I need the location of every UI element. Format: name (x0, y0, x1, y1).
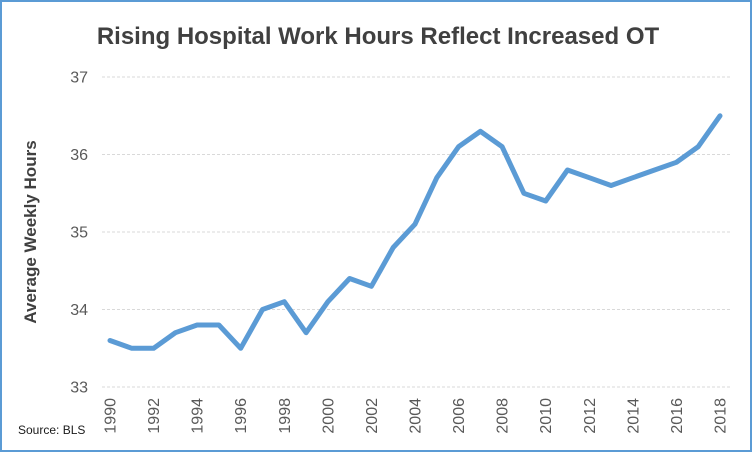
x-tick-label: 1992 (146, 398, 163, 434)
x-tick-label: 2014 (625, 398, 642, 434)
y-tick-label: 35 (70, 225, 88, 242)
x-tick-label: 1996 (233, 398, 250, 434)
x-tick-label: 2006 (451, 398, 468, 434)
y-axis-title: Average Weekly Hours (21, 140, 40, 323)
x-tick-label: 1990 (103, 398, 120, 434)
x-tick-label: 2002 (364, 398, 381, 434)
chart-title: Rising Hospital Work Hours Reflect Incre… (96, 23, 660, 50)
y-tick-label: 37 (70, 70, 88, 87)
y-tick-label: 34 (70, 302, 88, 319)
x-tick-label: 2016 (669, 398, 686, 434)
series-line (107, 113, 723, 351)
x-tick-label: 2008 (495, 398, 512, 434)
x-tick-label: 2010 (538, 398, 555, 434)
x-tick-label: 2012 (582, 398, 599, 434)
x-tick-label: 1998 (277, 398, 294, 434)
x-tick-label: 2018 (713, 398, 730, 434)
y-tick-label: 33 (70, 380, 88, 397)
source-note: Source: BLS (18, 423, 86, 437)
x-tick-label: 1994 (190, 398, 207, 434)
y-tick-label: 36 (70, 147, 88, 164)
x-tick-label: 2000 (320, 398, 337, 434)
x-tick-label: 2004 (408, 398, 425, 434)
